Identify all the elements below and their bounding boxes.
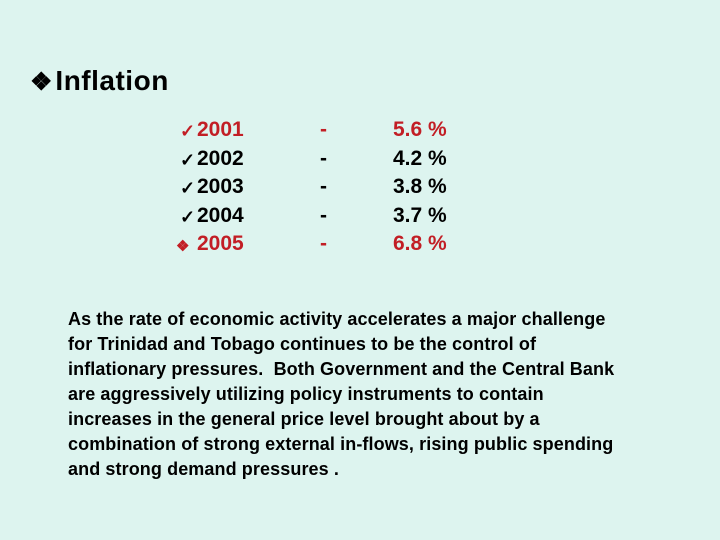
inflation-value: 6.8 % bbox=[393, 232, 447, 255]
inflation-value: 3.8 % bbox=[393, 175, 447, 198]
check-icon: ✓ bbox=[180, 206, 196, 227]
inflation-rate-list: ✓ 2001 - 5.6 % ✓ 2002 - 4.2 % ✓ 2003 - 3… bbox=[176, 118, 480, 261]
slide-title-text: Inflation bbox=[55, 65, 169, 96]
list-item-2004: ✓ 2004 - 3.7 % bbox=[180, 204, 480, 233]
slide-body-paragraph: As the rate of economic activity acceler… bbox=[68, 309, 615, 479]
year-label: 2005 bbox=[197, 232, 244, 255]
check-icon: ✓ bbox=[180, 149, 196, 170]
separator-dash: - bbox=[320, 203, 327, 227]
year-label: 2002 bbox=[197, 146, 244, 170]
year-label: 2001 bbox=[197, 118, 244, 141]
inflation-value: 4.2 % bbox=[393, 146, 447, 170]
check-icon: ✓ bbox=[180, 178, 196, 198]
list-item-2003: ✓ 2003 - 3.8 % bbox=[180, 175, 480, 204]
diamond-bullet-icon: ❖ bbox=[30, 68, 53, 96]
year-label: 2003 bbox=[197, 175, 244, 198]
separator-dash: - bbox=[320, 175, 327, 198]
slide-title: ❖ Inflation bbox=[30, 64, 169, 98]
diamond-bullet-icon: ❖ bbox=[176, 238, 190, 255]
inflation-value: 3.7 % bbox=[393, 203, 447, 227]
inflation-value: 5.6 % bbox=[393, 118, 447, 141]
year-label: 2004 bbox=[197, 203, 244, 227]
check-icon: ✓ bbox=[180, 121, 196, 141]
separator-dash: - bbox=[320, 118, 327, 141]
list-item-2001: ✓ 2001 - 5.6 % bbox=[180, 118, 480, 147]
separator-dash: - bbox=[320, 146, 327, 170]
separator-dash: - bbox=[320, 232, 327, 255]
list-item-2005: ❖ 2005 - 6.8 % bbox=[176, 232, 480, 261]
list-item-2002: ✓ 2002 - 4.2 % bbox=[180, 147, 480, 176]
